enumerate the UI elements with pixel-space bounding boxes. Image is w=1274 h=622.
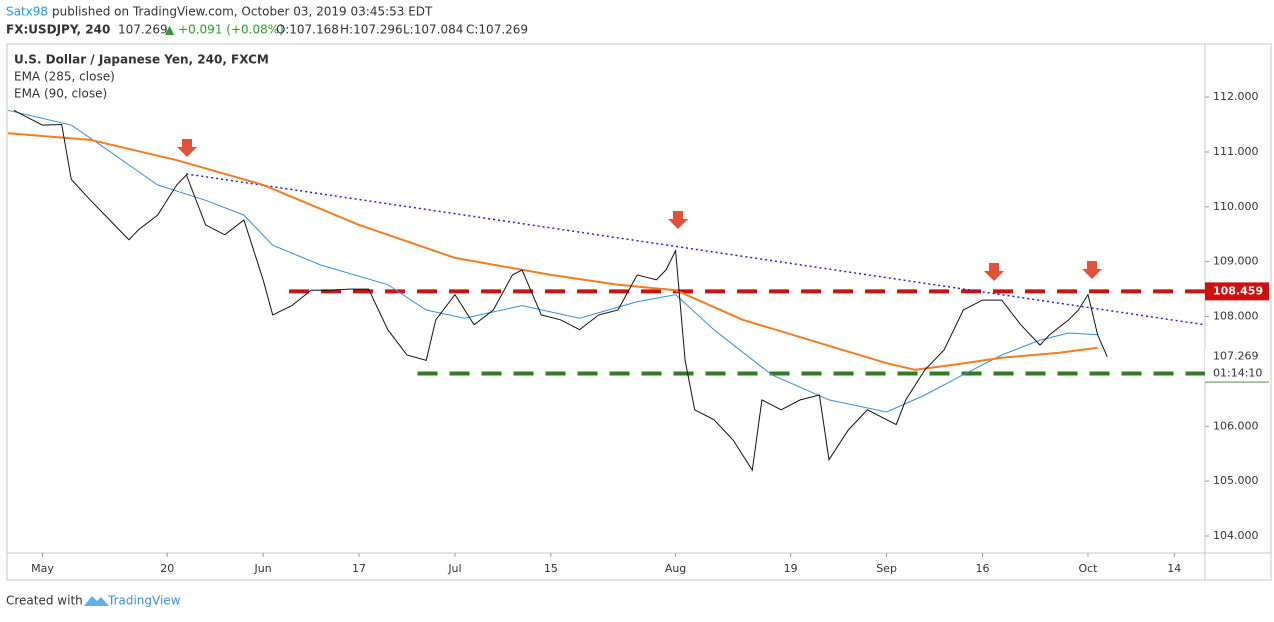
level-label-box xyxy=(1205,282,1269,301)
close: C:107.269 xyxy=(466,23,528,37)
y-tick-label: 106.000 xyxy=(1213,419,1259,432)
arrow xyxy=(177,139,197,157)
series-line xyxy=(13,109,1108,472)
arrows xyxy=(177,139,1102,281)
price: 107.269 xyxy=(118,23,168,37)
x-tick-label: Sep xyxy=(876,562,897,575)
arrow xyxy=(984,263,1004,281)
x-tick-label: 16 xyxy=(975,562,989,575)
arrow xyxy=(1082,261,1102,279)
open: O:107.168 xyxy=(276,23,339,37)
y-tick-label: 111.000 xyxy=(1213,145,1259,158)
x-tick-label: 19 xyxy=(784,562,798,575)
y-tick-label: 110.000 xyxy=(1213,200,1259,213)
x-tick-label: Aug xyxy=(665,562,686,575)
legend-entry: U.S. Dollar / Japanese Yen, 240, FXCM xyxy=(14,53,269,67)
x-tick-label: 20 xyxy=(160,562,174,575)
y-tick-label: 104.000 xyxy=(1213,529,1259,542)
trendline xyxy=(186,173,1206,326)
published: published on TradingView.com, October 03… xyxy=(52,5,433,19)
arrow xyxy=(668,211,688,229)
x-tick-label: 14 xyxy=(1167,562,1181,575)
x-tick-label: Jun xyxy=(254,562,272,575)
x-tick-label: May xyxy=(31,562,54,575)
y-tick-label: 112.000 xyxy=(1213,90,1259,103)
footer-brand[interactable]: TradingView xyxy=(107,594,181,608)
high: H:107.296 xyxy=(340,23,403,37)
last-price-box xyxy=(1205,347,1269,382)
change: ▲ +0.091 (+0.08%) xyxy=(165,23,284,37)
last-price-label: 107.269 xyxy=(1213,350,1259,363)
level-label: 108.459 xyxy=(1213,284,1263,297)
y-tick-label: 108.000 xyxy=(1213,310,1259,323)
footer-created: Created with xyxy=(6,594,83,608)
logo xyxy=(84,596,109,606)
series-line xyxy=(7,109,1098,413)
x-tick-label: 17 xyxy=(352,562,366,575)
y-tick-label: 109.000 xyxy=(1213,255,1259,268)
frame xyxy=(6,43,1272,581)
x-tick-label: Jul xyxy=(447,562,461,575)
y-tick-label: 105.000 xyxy=(1213,474,1259,487)
x-tick-label: 15 xyxy=(544,562,558,575)
author[interactable]: Satx98 xyxy=(6,5,48,19)
legend-entry: EMA (90, close) xyxy=(14,87,107,101)
countdown-label: 01:14:10 xyxy=(1213,367,1262,380)
symbol: FX:USDJPY, 240 xyxy=(6,23,110,37)
x-tick-label: Oct xyxy=(1078,562,1098,575)
low: L:107.084 xyxy=(403,23,463,37)
series-line xyxy=(7,132,1098,371)
legend-entry: EMA (285, close) xyxy=(14,70,115,84)
